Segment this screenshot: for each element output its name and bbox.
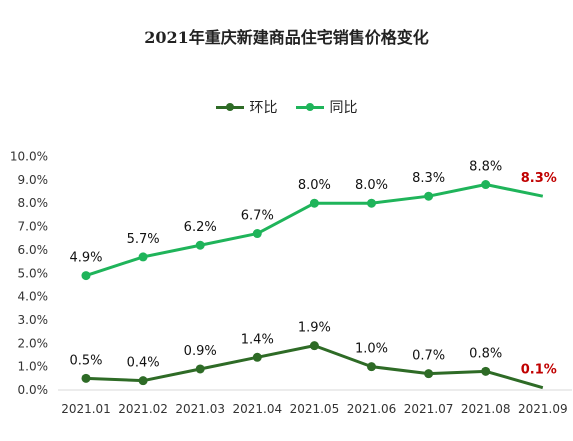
data-label-mom: 1.9% <box>298 321 331 336</box>
series-line-yoy <box>85 183 544 278</box>
y-tick-label: 6.0% <box>18 243 49 257</box>
y-tick-label: 4.0% <box>18 290 49 304</box>
y-tick-label: 5.0% <box>18 266 49 280</box>
legend-label-yoy: 同比 <box>329 100 358 116</box>
y-tick-label: 9.0% <box>18 173 49 187</box>
data-point-yoy <box>481 180 491 190</box>
y-tick-label: 0.0% <box>18 383 49 397</box>
data-label-yoy: 8.8% <box>469 160 502 175</box>
data-label-mom: 0.8% <box>469 346 502 361</box>
data-point-mom <box>481 366 491 376</box>
x-tick-label: 2021.05 <box>290 402 340 416</box>
y-tick-label: 2.0% <box>18 336 49 350</box>
x-tick-label: 2021.09 <box>518 402 568 416</box>
data-point-mom <box>138 376 148 386</box>
data-point-yoy <box>252 229 262 239</box>
data-label-yoy: 8.0% <box>355 178 388 193</box>
y-tick-label: 1.0% <box>18 360 49 374</box>
data-point-yoy <box>367 198 376 208</box>
data-label-yoy: 6.7% <box>241 209 274 224</box>
x-tick-label: 2021.01 <box>61 402 111 416</box>
data-point-yoy <box>81 271 91 281</box>
data-label-yoy: 8.3% <box>412 171 445 186</box>
y-tick-label: 7.0% <box>18 220 49 234</box>
x-tick-label: 2021.03 <box>175 402 225 416</box>
data-label-yoy: 8.3% <box>521 171 557 186</box>
data-point-mom <box>424 369 434 379</box>
data-point-yoy <box>309 198 319 208</box>
chart-title: 2021年重庆新建商品住宅销售价格变化 <box>144 28 429 47</box>
x-tick-label: 2021.07 <box>404 402 454 416</box>
data-label-mom: 0.4% <box>127 356 160 371</box>
data-label-mom: 1.0% <box>355 342 388 357</box>
data-point-mom <box>252 352 262 362</box>
data-point-mom <box>367 362 376 372</box>
data-label-yoy: 6.2% <box>184 220 217 235</box>
data-point-mom <box>195 364 205 374</box>
data-point-mom <box>309 341 319 351</box>
legend: 环比 同比 <box>0 97 573 117</box>
legend-swatch-mom <box>215 102 244 112</box>
y-tick-label: 3.0% <box>18 313 49 327</box>
data-label-mom: 0.1% <box>521 363 557 378</box>
legend-item-yoy: 同比 <box>295 97 358 117</box>
x-tick-label: 2021.06 <box>347 402 397 416</box>
data-point-yoy <box>138 252 148 262</box>
data-point-mom <box>81 373 91 383</box>
data-point-yoy <box>195 240 205 250</box>
legend-label-mom: 环比 <box>249 100 278 116</box>
legend-item-mom: 环比 <box>215 97 278 117</box>
data-label-yoy: 5.7% <box>127 232 160 247</box>
data-label-mom: 0.9% <box>184 344 217 359</box>
x-tick-label: 2021.08 <box>461 402 511 416</box>
x-tick-label: 2021.02 <box>118 402 168 416</box>
data-label-mom: 0.7% <box>412 349 445 364</box>
legend-swatch-yoy <box>295 102 324 112</box>
data-label-mom: 1.4% <box>241 332 274 347</box>
y-tick-label: 10.0% <box>10 150 48 164</box>
data-label-mom: 0.5% <box>69 353 102 368</box>
data-point-yoy <box>424 191 434 201</box>
data-label-yoy: 8.0% <box>298 178 331 193</box>
y-tick-label: 8.0% <box>18 196 49 210</box>
data-label-yoy: 4.9% <box>69 251 102 266</box>
x-tick-label: 2021.04 <box>232 402 282 416</box>
